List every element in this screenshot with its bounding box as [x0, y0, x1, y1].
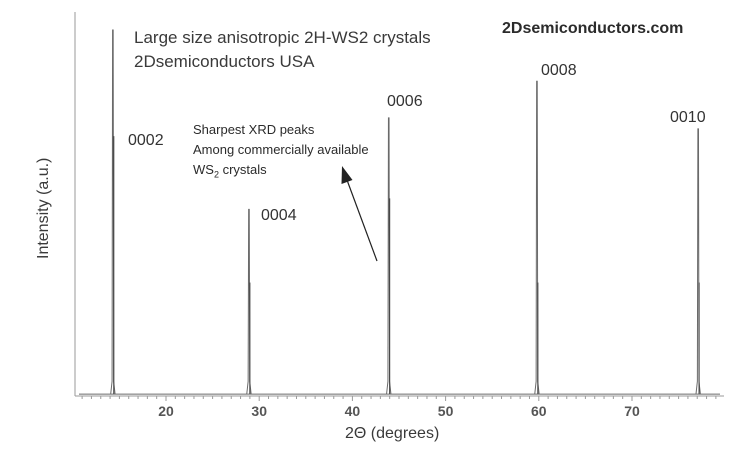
peak-0008	[534, 80, 540, 395]
peak-label-0002: 0002	[128, 132, 164, 149]
brand-watermark: 2Dsemiconductors.com	[502, 20, 684, 37]
x-tick-label-40: 40	[345, 403, 361, 419]
annotation-crystals: crystals	[218, 162, 267, 177]
annotation-line-1: Sharpest XRD peaks	[193, 122, 315, 137]
x-tick-label-30: 30	[251, 403, 267, 419]
annotation-line-3: WS2 crystals	[193, 162, 267, 180]
peak-label-0006: 0006	[387, 93, 423, 110]
peak-0006	[386, 117, 392, 395]
x-tick-label-70: 70	[624, 403, 640, 419]
annotation-line-2: Among commercially available	[193, 142, 369, 157]
x-axis-label: 2Θ (degrees)	[345, 425, 440, 442]
annotation-subscript: 2	[213, 169, 219, 180]
chart-subtitle: 2Dsemiconductors USA	[134, 52, 315, 71]
y-axis-label: Intensity (a.u.)	[35, 157, 52, 259]
annotation-ws: WS	[193, 162, 214, 177]
peak-label-0004: 0004	[261, 207, 297, 224]
annotation-arrow	[341, 166, 378, 262]
x-minor-ticks	[81, 396, 717, 401]
x-tick-label-50: 50	[438, 403, 454, 419]
peak-label-0008: 0008	[541, 62, 577, 79]
x-tick-labels: 20 30 40 50 60 70	[158, 403, 640, 419]
peak-0010	[695, 128, 701, 395]
peak-0004	[246, 208, 252, 395]
peak-0002	[110, 29, 116, 395]
peak-label-0010: 0010	[670, 109, 706, 126]
x-tick-label-60: 60	[531, 403, 547, 419]
xrd-series	[79, 29, 720, 395]
x-tick-label-20: 20	[158, 403, 174, 419]
chart-title: Large size anisotropic 2H-WS2 crystals	[134, 28, 431, 47]
